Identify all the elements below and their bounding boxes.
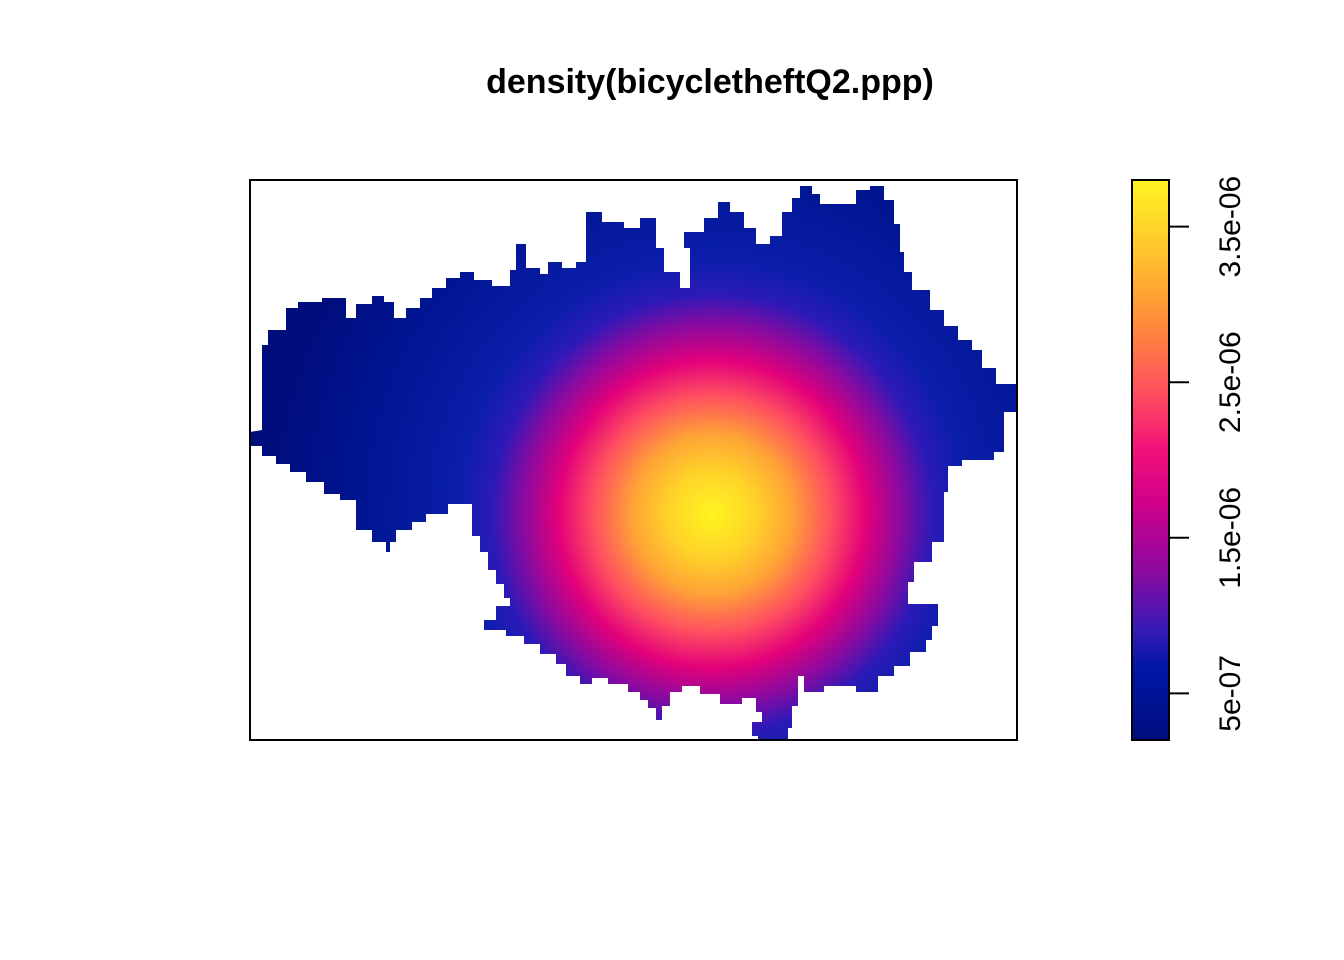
chart-title: density(bicycletheftQ2.ppp) [486,63,934,101]
color-legend-ticks: 5e-07 1.5e-06 2.5e-06 3.5e-06 [1168,176,1247,732]
density-region [250,186,1016,740]
legend-tick-label: 1.5e-06 [1214,487,1247,589]
plot-frame [249,179,1018,741]
color-legend-bar [1131,179,1170,741]
color-legend: 5e-07 1.5e-06 2.5e-06 3.5e-06 [1131,176,1247,741]
legend-tick-label: 2.5e-06 [1214,331,1247,433]
legend-tick-label: 3.5e-06 [1214,176,1247,278]
legend-tick-label: 5e-07 [1214,655,1247,732]
